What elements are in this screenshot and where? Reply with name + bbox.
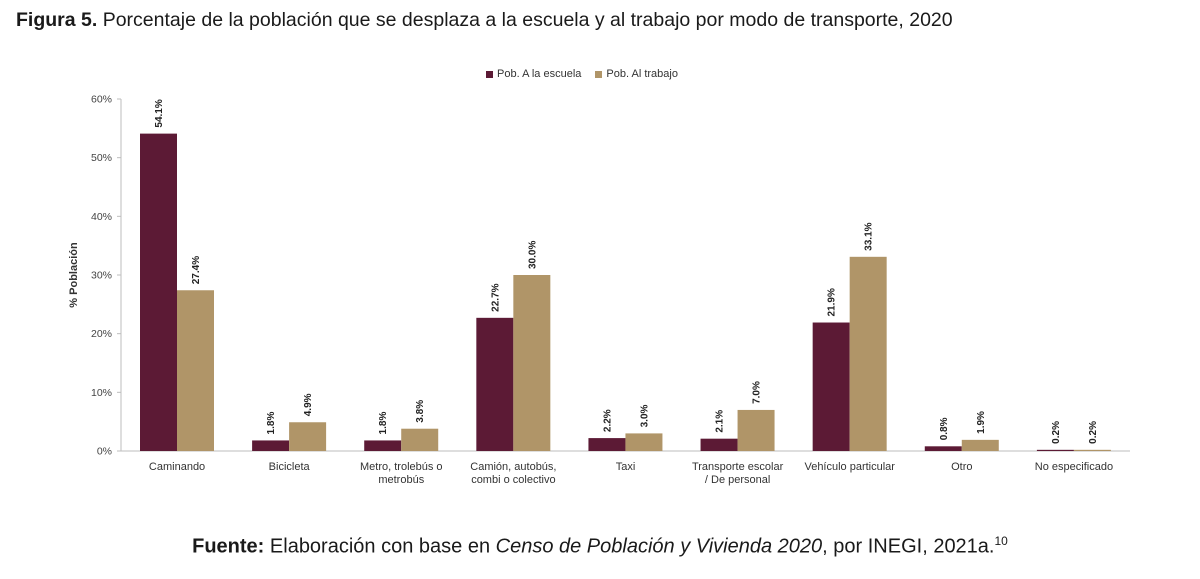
data-label: 30.0% xyxy=(527,241,538,269)
legend-swatch-trabajo xyxy=(595,70,603,78)
category-label: Metro, trolebús o xyxy=(360,461,443,473)
data-label: 1.8% xyxy=(378,412,389,435)
y-tick-label: 40% xyxy=(91,211,112,223)
bar-escuela xyxy=(140,133,177,451)
data-label: 0.2% xyxy=(1088,421,1099,444)
bar-trabajo xyxy=(849,256,887,451)
category-label: Transporte escolar xyxy=(692,461,784,473)
category-label: metrobús xyxy=(378,474,424,486)
data-label: 2.2% xyxy=(602,409,613,432)
bar-trabajo xyxy=(737,409,775,451)
category-label: / De personal xyxy=(705,474,770,486)
legend-item-escuela: Pob. A la escuela xyxy=(486,68,581,80)
data-label: 3.0% xyxy=(639,404,650,427)
data-label: 33.1% xyxy=(864,222,875,250)
y-tick-label: 60% xyxy=(91,94,112,106)
data-label: 4.9% xyxy=(303,393,314,416)
source-label: Fuente: xyxy=(192,535,265,558)
legend-label-escuela: Pob. A la escuela xyxy=(497,68,582,80)
category-label: Camión, autobús, xyxy=(470,461,556,473)
data-label: 27.4% xyxy=(191,256,202,284)
source-note: Fuente: Elaboración con base en Censo de… xyxy=(0,534,1200,559)
bar-trabajo xyxy=(625,433,663,451)
bar-trabajo xyxy=(401,428,439,451)
data-label: 54.1% xyxy=(154,99,165,127)
y-tick-label: 10% xyxy=(91,387,112,399)
bar-trabajo xyxy=(961,439,999,451)
category-label: Otro xyxy=(951,461,972,473)
bar-escuela xyxy=(812,322,850,451)
category-label: combi o colectivo xyxy=(471,474,555,486)
data-label: 7.0% xyxy=(752,381,763,404)
data-label: 1.9% xyxy=(976,411,987,434)
y-tick-label: 0% xyxy=(97,446,112,458)
data-label: 3.8% xyxy=(415,400,426,423)
category-label: Bicicleta xyxy=(269,461,311,473)
source-text-after: , por INEGI, 2021a. xyxy=(822,535,995,558)
category-label: Vehículo particular xyxy=(804,461,895,473)
bar-trabajo xyxy=(177,290,214,451)
bar-trabajo xyxy=(289,422,327,451)
data-label: 2.1% xyxy=(715,410,726,433)
bar-trabajo xyxy=(1073,449,1111,451)
y-tick-label: 30% xyxy=(91,270,112,282)
bar-escuela xyxy=(364,440,402,451)
bar-escuela xyxy=(924,446,962,451)
bar-trabajo xyxy=(513,275,551,451)
figure-title: Figura 5. Porcentaje de la población que… xyxy=(16,9,1186,32)
source-text-before: Elaboración con base en xyxy=(269,535,491,558)
data-label: 22.7% xyxy=(490,283,501,311)
bar-escuela xyxy=(476,317,514,451)
category-label: Taxi xyxy=(616,461,636,473)
legend-label-trabajo: Pob. Al trabajo xyxy=(606,68,678,80)
bar-escuela xyxy=(700,438,738,451)
data-label: 0.8% xyxy=(939,417,950,440)
bar-escuela xyxy=(252,440,290,451)
y-axis-title: % Población xyxy=(68,242,80,308)
bar-escuela xyxy=(588,438,626,451)
bar-chart: 0% 10% 20% 30% 40% 50% 60% % Población 54.1% 27.4… xyxy=(68,94,1130,486)
legend-swatch-escuela xyxy=(486,70,493,78)
y-tick-label: 50% xyxy=(91,152,112,164)
data-label: 1.8% xyxy=(266,412,277,435)
category-label: Caminando xyxy=(149,461,205,473)
source-footnote: 10 xyxy=(994,534,1008,548)
category-label: No especificado xyxy=(1035,461,1113,473)
legend-item-trabajo: Pob. Al trabajo xyxy=(595,68,678,80)
data-label: 0.2% xyxy=(1051,421,1062,444)
figure-title-text: Porcentaje de la población que se despla… xyxy=(102,9,953,31)
data-label: 21.9% xyxy=(827,288,838,316)
chart-legend: Pob. A la escuela Pob. Al trabajo xyxy=(486,68,678,80)
bar-escuela xyxy=(1036,449,1074,451)
y-tick-label: 20% xyxy=(91,328,112,340)
source-title-italic: Censo de Población y Vivienda 2020 xyxy=(495,535,823,558)
figure-label: Figura 5. xyxy=(16,9,98,31)
